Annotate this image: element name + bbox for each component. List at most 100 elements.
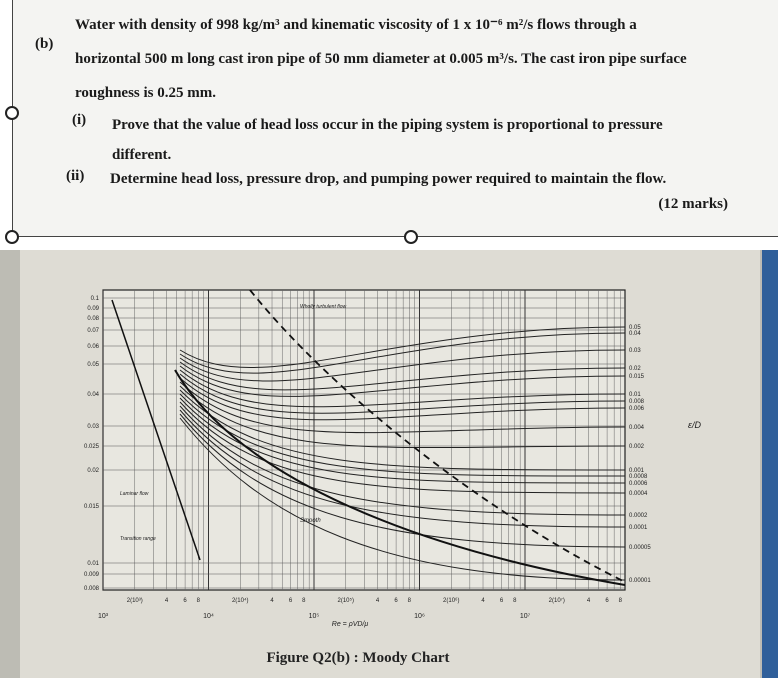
roughness-curve [179,361,626,391]
y-tick-label: 0.04 [87,392,99,398]
right-label: 0.00001 [629,578,651,584]
x-minor-label: 6 [605,598,609,604]
x-minor-label: 4 [270,598,274,604]
figure-caption: Figure Q2(b) : Moody Chart [266,650,449,666]
question-text: Water with density of 998 kg/m³ and kine… [75,17,687,101]
roughness-curve [179,332,626,374]
roughness-curve [179,365,626,397]
y-tick-label: 0.1 [91,296,100,302]
y-tick-label: 0.008 [84,586,100,592]
x-minor-label: 6 [183,598,187,604]
x-decade-label: 10⁴ [203,613,214,620]
x-minor-label: 8 [513,598,517,604]
resize-handle[interactable] [5,230,19,244]
chart-annotation: Transition range [120,536,156,542]
y-tick-label: 0.09 [87,306,99,312]
roughness-curve [179,385,626,449]
turbulent-boundary [249,289,626,583]
x-minor-label: 4 [376,598,380,604]
roughness-curve [179,381,626,434]
x-minor-label: 8 [619,598,623,604]
right-label: 0.001 [629,468,645,474]
y-tick-label: 0.06 [87,344,99,350]
item-label: (i) [72,112,87,128]
roughness-curve [179,417,626,581]
y-tick-label: 0.015 [84,504,100,510]
x-decade-label: 10⁵ [309,613,320,620]
roughness-curve [179,405,626,516]
right-label: 0.01 [629,392,641,398]
x-minor-label: 4 [165,598,169,604]
x-decade-label: 10⁶ [414,613,425,620]
roughness-curve [179,413,626,548]
y-tick-label: 0.02 [87,468,99,474]
right-label: 0.0001 [629,525,648,531]
y-tick-label: 0.01 [87,561,99,567]
photo-edge [762,250,778,678]
marks: (12 marks) [658,196,728,212]
roughness-curve [179,401,626,494]
resize-handle[interactable] [404,230,418,244]
roughness-curve [179,389,626,471]
x-minor-label: 2(10⁶) [443,597,459,604]
roughness-curve [179,397,626,484]
y-tick-label: 0.03 [87,424,99,430]
right-label: 0.002 [629,444,645,450]
item-text: Determine head loss, pressure drop, and … [110,171,667,187]
roughness-curve [179,369,626,408]
y-tick-label: 0.025 [84,444,100,450]
y-tick-label: 0.08 [87,316,99,322]
question-box [12,0,778,237]
x-minor-label: 6 [394,598,398,604]
x-minor-label: 8 [408,598,412,604]
right-label: 0.015 [629,374,645,380]
part-label: (b) [35,36,54,52]
chart-annotation: Smooth [300,518,321,524]
roughness-curve [179,393,626,477]
x-minor-label: 6 [289,598,293,604]
y-tick-label: 0.05 [87,362,99,368]
item-text: Prove that the value of head loss occur … [112,117,663,163]
right-label: 0.0006 [629,481,648,487]
roughness-curve [179,409,626,528]
right-label: 0.0002 [629,513,648,519]
right-label: 0.03 [629,348,641,354]
right-axis-label: ε/D [688,420,701,430]
right-label: 0.006 [629,406,645,412]
x-minor-label: 2(10⁷) [549,597,565,604]
roughness-curve [179,377,626,421]
y-tick-label: 0.009 [84,572,100,578]
x-minor-label: 2(10³) [127,598,143,604]
moody-chart-figure: 0.10.090.080.070.060.050.040.030.0250.02… [0,250,778,678]
x-minor-label: 2(10⁴) [232,597,249,604]
right-label: 0.004 [629,425,645,431]
x-decade-label: 10⁷ [520,613,531,620]
right-label: 0.008 [629,399,645,405]
x-minor-label: 4 [481,598,485,604]
roughness-curve [179,326,626,368]
y-tick-label: 0.07 [87,328,99,334]
right-label: 0.05 [629,325,641,331]
x-minor-label: 2(10⁵) [338,597,355,604]
right-label: 0.0004 [629,491,648,497]
right-label: 0.02 [629,366,641,372]
right-label: 0.0008 [629,474,648,480]
x-minor-label: 8 [302,598,306,604]
laminar-line [111,299,201,561]
chart-frame [102,289,626,591]
item-label: (ii) [66,168,85,184]
x-minor-label: 8 [197,598,201,604]
chart-annotation: Laminar flow [120,491,149,497]
x-decade-label: 10³ [98,613,109,620]
chart-annotation: Wholly turbulent flow [300,304,347,310]
x-minor-label: 4 [587,598,591,604]
x-axis-label: Re = ρVD/μ [332,621,369,628]
roughness-curve [179,349,626,382]
smooth-curve [174,369,626,586]
resize-handle[interactable] [5,106,19,120]
x-minor-label: 6 [500,598,504,604]
right-label: 0.00005 [629,545,651,551]
roughness-curve [179,373,626,414]
right-label: 0.04 [629,331,641,337]
